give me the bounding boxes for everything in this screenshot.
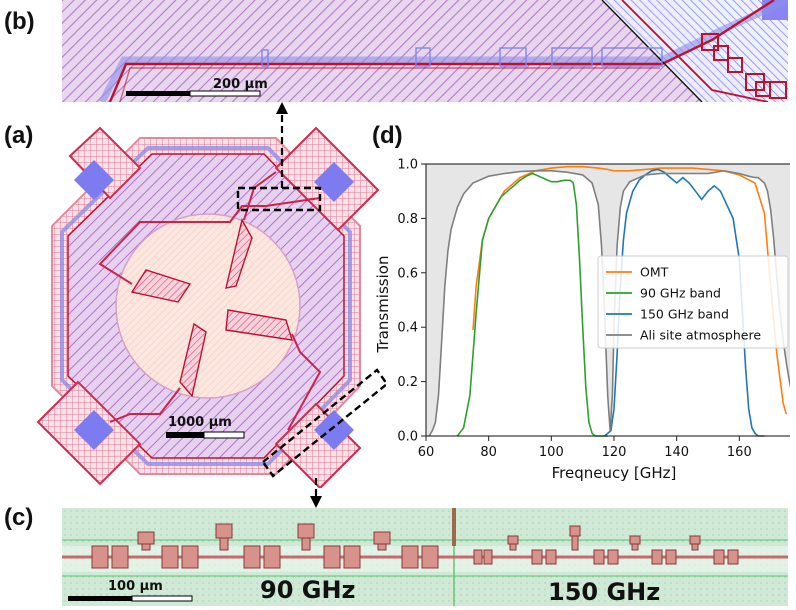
legend: OMT 90 GHz band 150 GHz band Ali site atmos… [597,255,789,349]
panel-label-d: (d) [372,122,403,149]
transmission-chart: 60801001201401601800.00.20.40.60.81.0 Fr… [374,158,790,482]
band-label-150: 150 GHz [548,578,660,606]
atmosphere-fill-left [426,164,430,436]
panel-label-b: (b) [4,8,35,35]
scalebar-c-white [131,595,193,602]
legend-label: 90 GHz band [640,286,721,301]
x-axis-label: Freqneucy [GHz] [552,464,677,482]
band-label-90: 90 GHz [260,576,356,604]
corner-pad-br [274,402,362,488]
panel-b-layout: 200 µm [62,0,788,102]
scalebar-b-white [189,90,261,97]
series-line-2 [604,168,765,437]
x-tick-label: 160 [727,445,752,460]
corner-pad-bl [36,380,142,486]
y-tick-label: 0.0 [397,430,418,445]
corner-pad-tr [274,126,380,232]
scalebar-b-label: 200 µm [213,77,268,92]
x-tick-label: 60 [418,445,435,460]
axis-ticks: 60801001201401601800.00.20.40.60.81.0 [397,158,790,461]
x-tick-label: 100 [539,445,564,460]
scalebar-a-white [203,431,245,439]
panel-c-layout: 100 µm 90 GHz 150 GHz [62,508,788,606]
legend-box [597,255,789,349]
legend-label: OMT [640,265,669,280]
panel-label-a: (a) [4,122,34,149]
scalebar-c-label: 100 µm [108,579,163,594]
y-tick-label: 0.8 [397,212,418,227]
scalebar-a-black [166,432,204,438]
x-tick-label: 140 [664,445,689,460]
x-tick-label: 120 [602,445,627,460]
y-tick-label: 1.0 [397,158,418,173]
legend-label: 150 GHz band [640,307,729,322]
panel-label-c: (c) [4,504,34,531]
series-line-3 [428,169,790,437]
panel-a-layout: 1000 µm [36,126,386,488]
zoom-box-b [236,186,322,212]
series-line-1 [456,172,608,437]
y-tick-label: 0.4 [397,321,418,336]
y-axis-label: Transmission [374,256,392,354]
y-tick-label: 0.6 [397,266,418,281]
scalebar-a-label: 1000 µm [168,415,232,430]
x-tick-label: 80 [480,445,497,460]
scalebar-b-black [126,91,190,96]
scalebar-c-black [68,596,132,601]
y-tick-label: 0.2 [397,375,418,390]
series-line-0 [472,165,788,415]
corner-pad-tl [68,126,142,200]
legend-label: Ali site atmosphere [640,328,761,343]
